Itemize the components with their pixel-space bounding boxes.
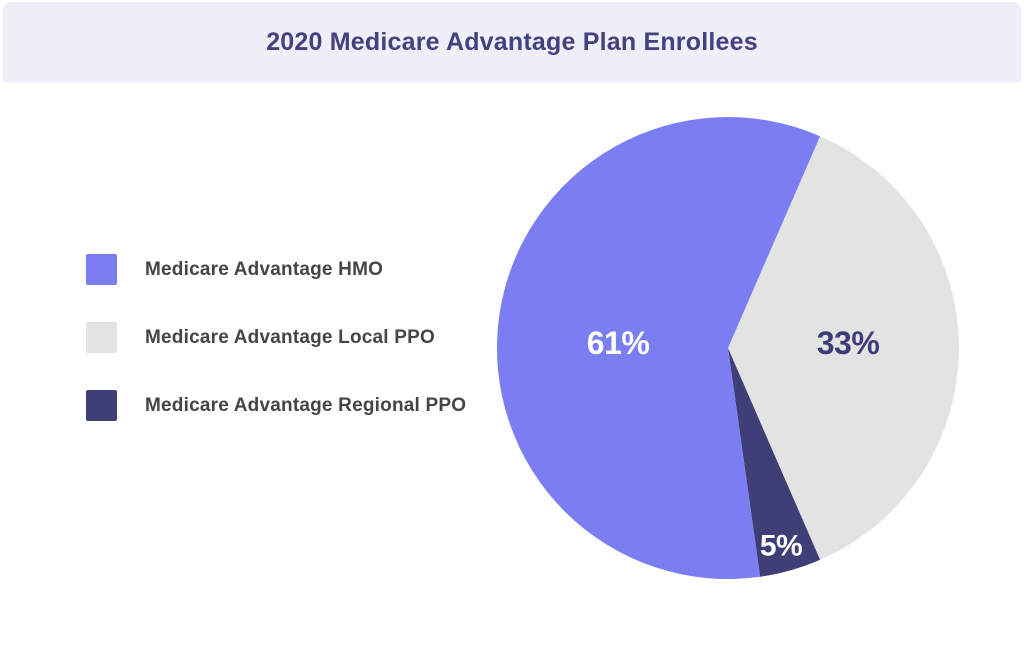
legend-swatch-regional-ppo [86,390,117,421]
legend-item-hmo: Medicare Advantage HMO [86,254,466,285]
legend-label-regional-ppo: Medicare Advantage Regional PPO [145,394,467,416]
pie-data-label-medicare-advantage-local-ppo: 33% [817,325,880,361]
pie-slice-medicare-advantage-hmo [496,117,821,580]
legend-item-regional-ppo: Medicare Advantage Regional PPO [86,390,466,421]
legend-item-local-ppo: Medicare Advantage Local PPO [86,322,466,353]
legend-swatch-local-ppo [86,322,117,353]
pie-slice-medicare-advantage-regional-ppo [728,348,821,577]
page-title: 2020 Medicare Advantage Plan Enrollees [266,28,758,56]
pie-slice-medicare-advantage-local-ppo [728,136,959,560]
pie-data-label-medicare-advantage-regional-ppo: 5% [760,530,802,563]
header-band: 2020 Medicare Advantage Plan Enrollees [3,2,1021,82]
pie-data-label-medicare-advantage-hmo: 61% [587,325,650,361]
legend-swatch-hmo [86,254,117,285]
chart-legend: Medicare Advantage HMO Medicare Advantag… [86,254,466,421]
legend-label-hmo: Medicare Advantage HMO [145,258,384,280]
legend-label-local-ppo: Medicare Advantage Local PPO [145,326,435,348]
